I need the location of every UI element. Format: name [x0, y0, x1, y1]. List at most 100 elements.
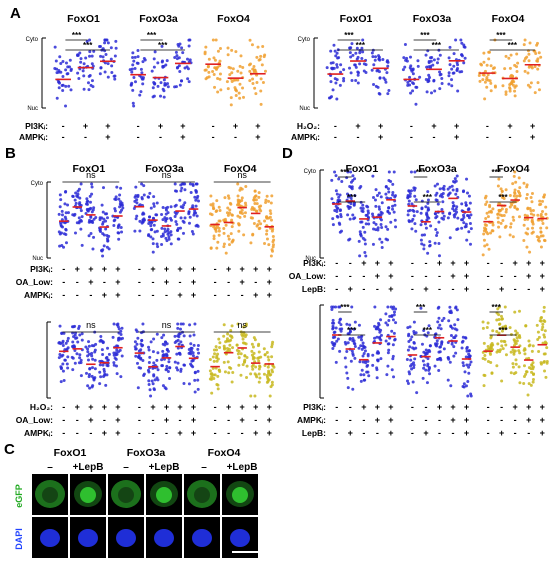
data-point	[193, 322, 197, 326]
data-point	[182, 203, 186, 207]
data-point	[335, 339, 339, 343]
data-point	[392, 313, 396, 317]
data-point	[258, 376, 262, 380]
data-point	[465, 347, 469, 351]
data-point	[105, 237, 109, 241]
data-point	[385, 373, 389, 377]
data-point	[491, 229, 495, 233]
data-point	[216, 90, 220, 94]
data-point	[425, 381, 429, 385]
data-column	[208, 194, 222, 250]
data-point	[426, 331, 430, 335]
data-point	[528, 41, 532, 45]
data-point	[92, 206, 96, 210]
data-point	[68, 58, 72, 62]
data-point	[189, 362, 193, 366]
condition-sign: +	[115, 290, 120, 300]
condition-sign: +	[530, 121, 535, 131]
data-point	[361, 236, 365, 240]
data-point	[500, 189, 504, 193]
subplot-title: FoxO4	[492, 13, 525, 25]
condition-sign: +	[75, 264, 80, 274]
data-point	[181, 219, 185, 223]
data-point	[426, 206, 430, 210]
sig-stars: ***	[347, 193, 357, 202]
data-point	[131, 51, 135, 55]
data-column	[446, 305, 460, 388]
data-point	[90, 385, 94, 389]
data-point	[153, 378, 157, 382]
data-point	[225, 80, 229, 84]
data-point	[513, 310, 517, 314]
data-point	[393, 203, 397, 207]
data-point	[364, 213, 368, 217]
data-point	[161, 59, 165, 63]
data-point	[379, 195, 383, 199]
data-point	[504, 90, 508, 94]
data-point	[540, 328, 544, 332]
data-point	[176, 322, 180, 326]
data-point	[504, 343, 508, 347]
data-point	[60, 83, 64, 87]
data-point	[63, 221, 67, 225]
data-point	[539, 226, 543, 230]
data-point	[140, 71, 144, 75]
data-point	[499, 314, 503, 318]
data-point	[384, 321, 388, 325]
data-point	[515, 65, 519, 69]
data-point	[155, 242, 159, 246]
data-point	[334, 204, 338, 208]
data-column	[247, 38, 267, 106]
data-point	[433, 342, 437, 346]
data-point	[180, 46, 184, 50]
data-point	[433, 89, 437, 93]
data-point	[357, 346, 361, 350]
data-point	[361, 38, 365, 42]
data-point	[265, 194, 269, 198]
data-point	[432, 58, 436, 62]
data-point	[329, 95, 333, 99]
data-point	[224, 251, 228, 255]
data-point	[214, 210, 218, 214]
data-point	[346, 332, 350, 336]
data-point	[134, 328, 138, 332]
data-point	[344, 342, 348, 346]
data-point	[226, 46, 230, 50]
data-point	[477, 74, 481, 78]
data-point	[174, 220, 178, 224]
data-point	[222, 226, 226, 230]
data-point	[500, 317, 504, 321]
data-point	[424, 205, 428, 209]
data-point	[448, 360, 452, 364]
data-point	[98, 228, 102, 232]
data-point	[512, 194, 516, 198]
data-point	[356, 73, 360, 77]
condition-sign: -	[424, 402, 427, 412]
data-point	[452, 354, 456, 358]
data-column	[419, 306, 432, 385]
condition-sign: -	[254, 277, 257, 287]
data-point	[241, 86, 245, 90]
condition-sign: +	[102, 428, 107, 438]
data-point	[85, 200, 89, 204]
data-point	[527, 382, 531, 386]
data-point	[337, 56, 341, 60]
data-column	[424, 48, 444, 95]
data-point	[66, 366, 70, 370]
data-point	[161, 349, 165, 353]
sig-stars: ***	[496, 31, 506, 40]
condition-sign: +	[499, 284, 504, 294]
data-point	[512, 174, 516, 178]
data-point	[147, 379, 151, 383]
data-point	[151, 237, 155, 241]
data-column	[330, 170, 344, 234]
data-point	[448, 45, 452, 49]
data-point	[98, 218, 102, 222]
data-point	[436, 320, 440, 324]
data-point	[182, 334, 186, 338]
condition-sign: +	[253, 264, 258, 274]
data-point	[155, 213, 159, 217]
data-point	[462, 364, 466, 368]
condition-sign: -	[227, 428, 230, 438]
condition-sign: -	[103, 415, 106, 425]
